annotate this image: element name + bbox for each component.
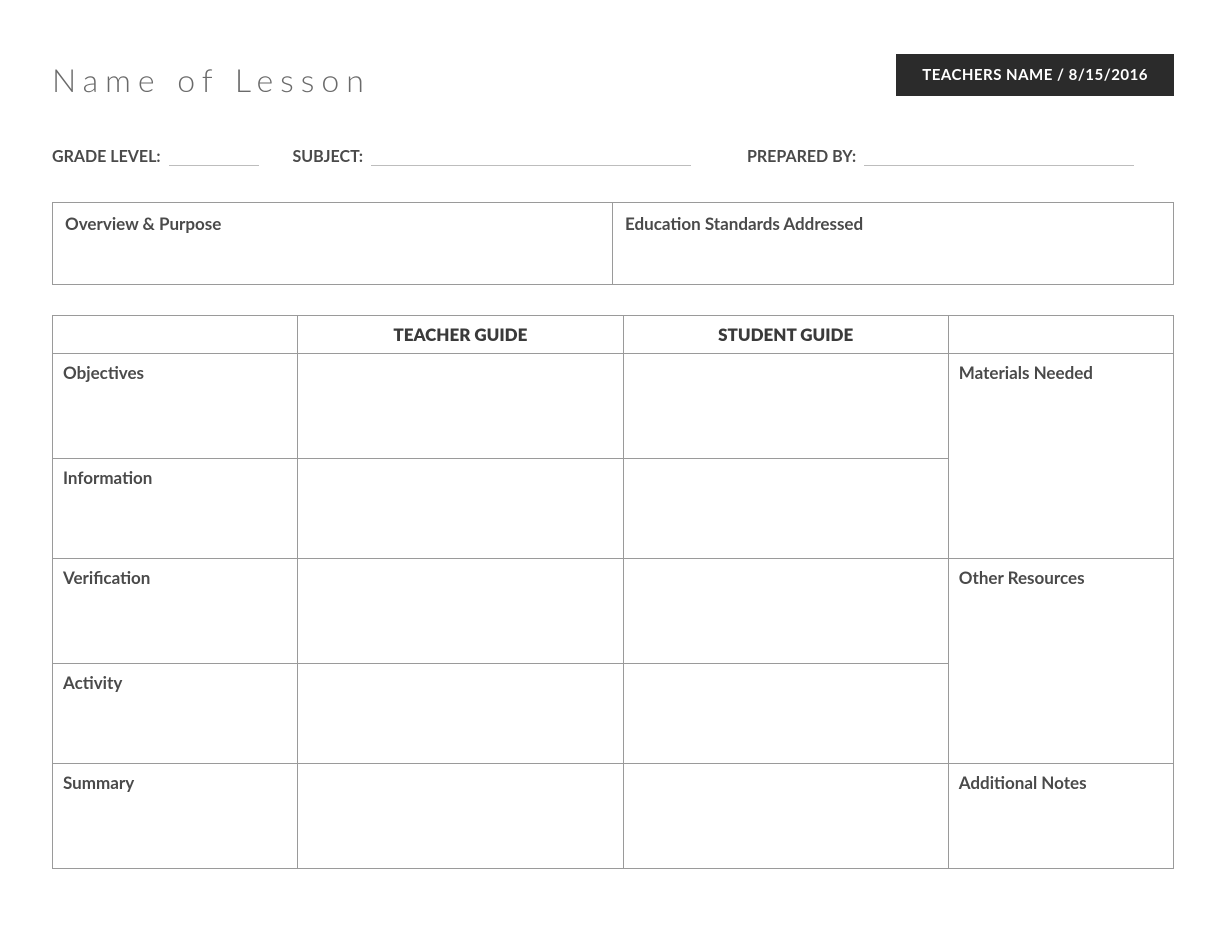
student-objectives — [623, 354, 948, 459]
header-teacher-guide: TEACHER GUIDE — [298, 316, 623, 354]
student-activity — [623, 664, 948, 764]
prepared-by-line — [864, 148, 1134, 166]
subject-field: SUBJECT: — [293, 147, 691, 166]
header-blank-right — [948, 316, 1173, 354]
label-summary: Summary — [53, 764, 298, 869]
meta-row: GRADE LEVEL: SUBJECT: PREPARED BY: — [52, 147, 1174, 166]
header-row: Name of Lesson TEACHERS NAME / 8/15/2016 — [52, 54, 1174, 99]
grade-level-label: GRADE LEVEL: — [52, 147, 161, 166]
other-resources-cell: Other Resources — [948, 559, 1173, 764]
header-blank-left — [53, 316, 298, 354]
education-standards-cell: Education Standards Addressed — [613, 203, 1174, 285]
overview-table: Overview & Purpose Education Standards A… — [52, 202, 1174, 285]
teacher-verification — [298, 559, 623, 664]
label-objectives: Objectives — [53, 354, 298, 459]
row-objectives: Objectives Materials Needed — [53, 354, 1174, 459]
main-table-header-row: TEACHER GUIDE STUDENT GUIDE — [53, 316, 1174, 354]
materials-needed-cell: Materials Needed — [948, 354, 1173, 559]
subject-line — [371, 148, 691, 166]
label-activity: Activity — [53, 664, 298, 764]
row-verification: Verification Other Resources — [53, 559, 1174, 664]
grade-level-field: GRADE LEVEL: — [52, 147, 259, 166]
prepared-by-field: PREPARED BY: — [747, 147, 1134, 166]
additional-notes-cell: Additional Notes — [948, 764, 1173, 869]
label-verification: Verification — [53, 559, 298, 664]
student-information — [623, 459, 948, 559]
subject-label: SUBJECT: — [293, 147, 363, 166]
lesson-plan-page: Name of Lesson TEACHERS NAME / 8/15/2016… — [0, 0, 1226, 909]
prepared-by-label: PREPARED BY: — [747, 147, 856, 166]
overview-purpose-cell: Overview & Purpose — [53, 203, 613, 285]
student-verification — [623, 559, 948, 664]
student-summary — [623, 764, 948, 869]
teacher-objectives — [298, 354, 623, 459]
row-summary: Summary Additional Notes — [53, 764, 1174, 869]
teacher-activity — [298, 664, 623, 764]
header-student-guide: STUDENT GUIDE — [623, 316, 948, 354]
teacher-name-date-box: TEACHERS NAME / 8/15/2016 — [896, 54, 1174, 96]
label-information: Information — [53, 459, 298, 559]
lesson-title: Name of Lesson — [52, 54, 371, 99]
grade-level-line — [169, 148, 259, 166]
teacher-information — [298, 459, 623, 559]
main-table: TEACHER GUIDE STUDENT GUIDE Objectives M… — [52, 315, 1174, 869]
teacher-summary — [298, 764, 623, 869]
